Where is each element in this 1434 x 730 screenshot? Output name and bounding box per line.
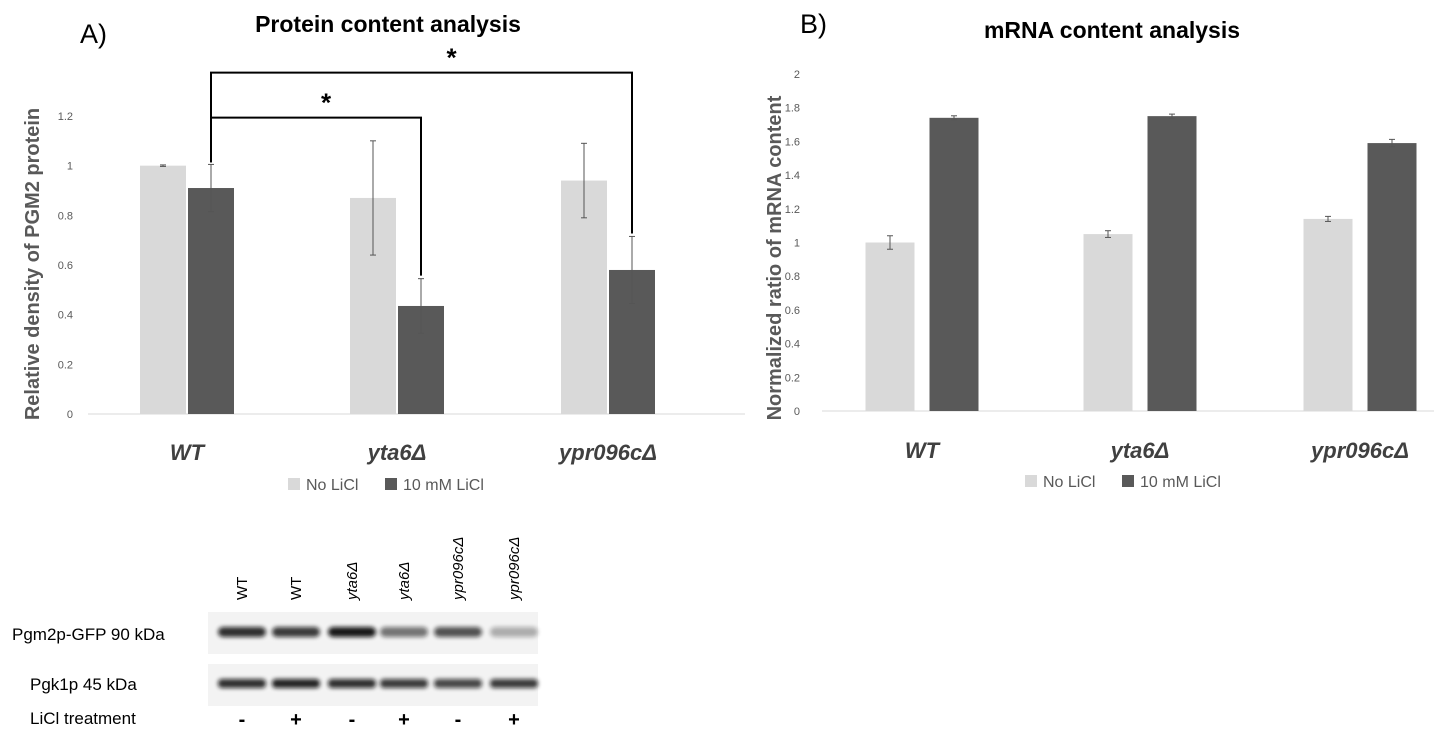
treatment-sign: - [239, 709, 246, 730]
significance-bracket [210, 71, 633, 234]
blot-row-label-pgm2: Pgm2p-GFP 90 kDa [12, 625, 165, 644]
bar-no-licl [865, 242, 915, 411]
band-pgk1 [490, 679, 538, 688]
y-tick-label: 0 [67, 409, 73, 421]
category-label: WT [905, 438, 941, 463]
bar-no-licl [1083, 234, 1133, 411]
protein-chart-title: Protein content analysis [255, 11, 521, 37]
blot-lane-label: ypr096cΔ [506, 537, 523, 601]
mrna-y-axis-label: Normalized ratio of mRNA content [764, 95, 786, 420]
blot-treatment-signs: - + - + - + [239, 709, 520, 730]
protein-chart: 0 0.2 0.4 0.6 0.8 1 1.2 WT yta6Δ ypr096cΔ * * [58, 43, 745, 465]
band-pgm2 [380, 627, 428, 637]
blot-lane-label: WT [288, 577, 305, 600]
legend-swatch-licl [385, 478, 397, 490]
band-pgm2 [272, 627, 320, 637]
band-pgk1 [434, 679, 482, 688]
y-tick-label: 1.2 [785, 204, 800, 216]
y-tick-label: 2 [794, 69, 800, 81]
blot-lane-label: ypr096cΔ [450, 537, 467, 601]
treatment-sign: - [455, 709, 462, 730]
y-tick-label: 0.4 [785, 339, 800, 351]
treatment-sign: + [290, 709, 302, 730]
category-label: yta6Δ [367, 440, 427, 465]
mrna-legend: No LiCl 10 mM LiCl [1025, 474, 1221, 491]
bar-licl [188, 188, 234, 414]
protein-legend: No LiCl 10 mM LiCl [288, 477, 484, 494]
bar-no-licl [140, 165, 186, 414]
bar-no-licl [1303, 218, 1353, 411]
panel-a-letter: A) [80, 19, 107, 49]
y-tick-label: 0.6 [58, 260, 73, 272]
panel-b-letter: B) [800, 9, 827, 39]
bar-licl [1147, 116, 1197, 411]
y-tick-label: 1.2 [58, 111, 73, 123]
band-pgm2 [490, 627, 538, 637]
bar-licl [929, 117, 979, 411]
legend-label-licl: 10 mM LiCl [403, 477, 484, 494]
y-tick-label: 1 [794, 238, 800, 250]
band-pgm2 [218, 627, 266, 637]
treatment-sign: - [349, 709, 356, 730]
bar-licl [1367, 143, 1417, 411]
bar-no-licl [561, 180, 607, 414]
blot-lane-label: yta6Δ [344, 562, 361, 601]
blot-lane-label: yta6Δ [396, 562, 413, 601]
western-blot: WT WT yta6Δ yta6Δ ypr096cΔ ypr096cΔ Pgm2p-GFP… [12, 537, 538, 730]
protein-y-axis-label: Relative density of PGM2 protein [22, 108, 44, 420]
legend-swatch-no-licl [1025, 475, 1037, 487]
category-label: WT [170, 440, 206, 465]
blot-row-label-pgk1: Pgk1p 45 kDa [30, 675, 137, 694]
y-tick-label: 0.4 [58, 310, 73, 322]
y-tick-label: 0.2 [785, 372, 800, 384]
category-label: ypr096cΔ [1310, 438, 1409, 463]
blot-bands [218, 627, 538, 688]
legend-swatch-no-licl [288, 478, 300, 490]
y-tick-label: 0.8 [785, 271, 800, 283]
category-label: yta6Δ [1110, 438, 1170, 463]
y-tick-label: 0.8 [58, 210, 73, 222]
y-tick-label: 1 [67, 161, 73, 173]
band-pgk1 [380, 679, 428, 688]
band-pgm2 [328, 627, 376, 637]
mrna-chart: 0 0.2 0.4 0.6 0.8 1 1.2 1.4 1.6 1.8 2 WT yta6Δ ypr096… [785, 69, 1434, 463]
category-label: ypr096cΔ [558, 440, 657, 465]
treatment-sign: + [398, 709, 410, 730]
blot-row-label-treatment: LiCl treatment [30, 709, 136, 728]
y-tick-label: 1.4 [785, 170, 800, 182]
band-pgk1 [272, 679, 320, 688]
band-pgm2 [434, 627, 482, 637]
band-pgk1 [218, 679, 266, 688]
mrna-chart-title: mRNA content analysis [984, 17, 1240, 43]
treatment-sign: + [508, 709, 520, 730]
legend-label-no-licl: No LiCl [1043, 474, 1095, 491]
blot-lane-labels: WT WT yta6Δ yta6Δ ypr096cΔ ypr096cΔ [234, 537, 523, 601]
significance-star: * [446, 43, 457, 73]
y-tick-label: 0 [794, 406, 800, 418]
band-pgk1 [328, 679, 376, 688]
y-tick-label: 0.6 [785, 305, 800, 317]
significance-star: * [321, 88, 332, 118]
y-tick-label: 1.8 [785, 103, 800, 115]
y-tick-label: 0.2 [58, 359, 73, 371]
y-tick-label: 1.6 [785, 136, 800, 148]
legend-label-licl: 10 mM LiCl [1140, 474, 1221, 491]
legend-label-no-licl: No LiCl [306, 477, 358, 494]
legend-swatch-licl [1122, 475, 1134, 487]
blot-lane-label: WT [234, 577, 251, 600]
